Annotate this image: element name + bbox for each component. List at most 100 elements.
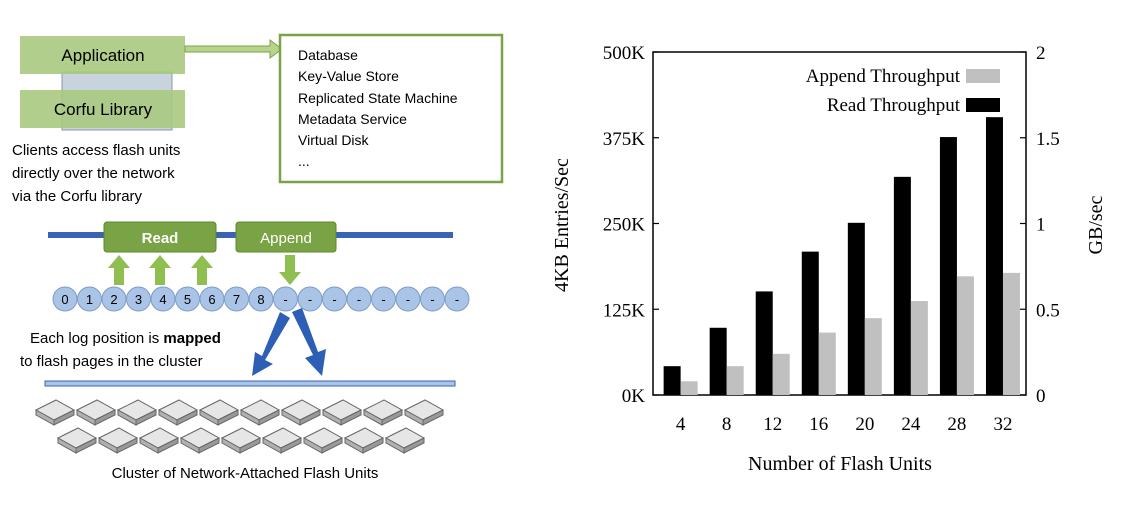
y-axis-ticks: 0K 125K 250K 375K 500K <box>603 43 659 407</box>
use-case-item: Virtual Disk <box>298 132 370 148</box>
flash-unit-icon <box>362 399 404 426</box>
read-throughput-bar <box>939 137 957 395</box>
legend-swatch <box>966 69 1000 83</box>
flash-unit-icon <box>302 427 344 454</box>
read-throughput-bar <box>893 176 911 395</box>
log-position-label: 3 <box>135 292 142 307</box>
y-tick-label: 0K <box>622 386 646 407</box>
log-position-label: - <box>430 292 434 307</box>
flash-unit-icon <box>56 427 98 454</box>
read-throughput-bar <box>755 291 773 395</box>
use-case-item: Metadata Service <box>298 111 407 127</box>
legend-label: Read Throughput <box>827 95 961 116</box>
y-tick-label: 375K <box>603 129 646 150</box>
x-axis-ticks: 4 8 12 16 20 24 28 32 <box>676 414 1013 435</box>
y2-axis-ticks: 0 0.5 1 1.5 2 <box>1020 43 1060 407</box>
log-position-label: 0 <box>61 292 68 307</box>
log-position-bubble <box>444 286 470 312</box>
flash-unit-icon <box>403 399 445 426</box>
read-box <box>103 221 217 253</box>
flash-unit-icon <box>97 427 139 454</box>
use-case-item: Key-Value Store <box>298 68 399 84</box>
clients-caption-line: Clients access flash units <box>12 142 180 159</box>
read-throughput-bar <box>847 222 865 395</box>
log-positions: 0 1 2 3 4 5 6 7 8 - - - - - - - - <box>52 286 470 312</box>
application-label: Application <box>61 46 144 65</box>
flash-unit-icon <box>280 399 322 426</box>
y2-tick-label: 1.5 <box>1036 129 1060 150</box>
x-tick-label: 8 <box>722 414 732 435</box>
flash-unit-icon <box>75 399 117 426</box>
x-tick-label: 32 <box>993 414 1012 435</box>
y2-tick-label: 0 <box>1036 386 1046 407</box>
read-throughput-bar <box>709 327 727 395</box>
y-tick-label: 125K <box>603 300 646 321</box>
x-tick-label: 24 <box>901 414 921 435</box>
append-box <box>235 221 337 253</box>
flash-unit-icon <box>157 399 199 426</box>
flash-unit-icon <box>261 427 303 454</box>
log-position-label: 2 <box>110 292 117 307</box>
append-throughput-bar <box>864 318 882 395</box>
flash-units <box>34 399 445 454</box>
flash-unit-icon <box>220 427 262 454</box>
log-position-label: - <box>455 292 459 307</box>
log-position-label: - <box>381 292 385 307</box>
corfu-library-box <box>20 90 185 128</box>
flash-unit-icon <box>239 399 281 426</box>
x-axis-label: Number of Flash Units <box>748 453 932 475</box>
flash-unit-icon <box>198 399 240 426</box>
x-tick-label: 28 <box>947 414 966 435</box>
append-throughput-bar <box>680 381 698 395</box>
corfu-architecture-diagram: Application Corfu Library Database Key-V… <box>12 33 504 482</box>
append-arrow <box>279 255 301 285</box>
y-tick-label: 500K <box>603 43 646 64</box>
read-arrows <box>108 255 213 285</box>
append-throughput-bar <box>956 276 974 395</box>
log-position-label: 8 <box>257 292 264 307</box>
x-tick-label: 20 <box>855 414 874 435</box>
throughput-chart: 0K 125K 250K 375K 500K 0 0.5 1 1.5 2 4 8 12 16 20 24 2… <box>551 43 1107 475</box>
clients-caption-line: directly over the network <box>12 165 175 182</box>
cluster-bar <box>44 380 456 387</box>
clients-caption-line: via the Corfu library <box>12 188 143 205</box>
y2-tick-label: 1 <box>1036 215 1046 236</box>
log-position-label: - <box>308 292 312 307</box>
mapping-caption-line2: to flash pages in the cluster <box>20 353 203 370</box>
cluster-caption: Cluster of Network-Attached Flash Units <box>112 465 379 482</box>
corfu-library-label: Corfu Library <box>54 100 153 119</box>
flash-unit-icon <box>321 399 363 426</box>
log-position-label: 5 <box>184 292 191 307</box>
append-throughput-bar <box>772 353 790 395</box>
bars <box>663 117 1020 396</box>
log-position-label: - <box>332 292 336 307</box>
use-cases-box <box>278 33 504 184</box>
log-position-label: - <box>406 292 410 307</box>
log-position-label: - <box>357 292 361 307</box>
flash-unit-icon <box>34 399 76 426</box>
x-tick-label: 16 <box>809 414 828 435</box>
y2-tick-label: 0.5 <box>1036 300 1060 321</box>
application-arrow <box>184 39 283 59</box>
read-throughput-bar <box>801 251 819 395</box>
log-position-label: 7 <box>233 292 240 307</box>
mapping-caption-line1: Each log position is mapped <box>30 330 221 347</box>
application-box <box>20 36 185 74</box>
append-throughput-bar <box>1002 272 1020 395</box>
y-axis-label: 4KB Entries/Sec <box>551 158 573 292</box>
flash-unit-icon <box>116 399 158 426</box>
log-position-label: 4 <box>159 292 166 307</box>
read-throughput-bar <box>663 366 681 395</box>
legend-swatch <box>966 98 1000 112</box>
use-case-item: ... <box>298 153 310 169</box>
append-label: Append <box>260 230 312 247</box>
append-throughput-bar <box>910 301 928 395</box>
append-throughput-bar <box>726 366 744 395</box>
log-position-label: - <box>283 292 287 307</box>
flash-unit-icon <box>343 427 385 454</box>
flash-unit-icon <box>138 427 180 454</box>
read-throughput-bar <box>985 117 1003 396</box>
x-tick-label: 12 <box>763 414 782 435</box>
x-tick-label: 4 <box>676 414 686 435</box>
log-position-label: 1 <box>86 292 93 307</box>
